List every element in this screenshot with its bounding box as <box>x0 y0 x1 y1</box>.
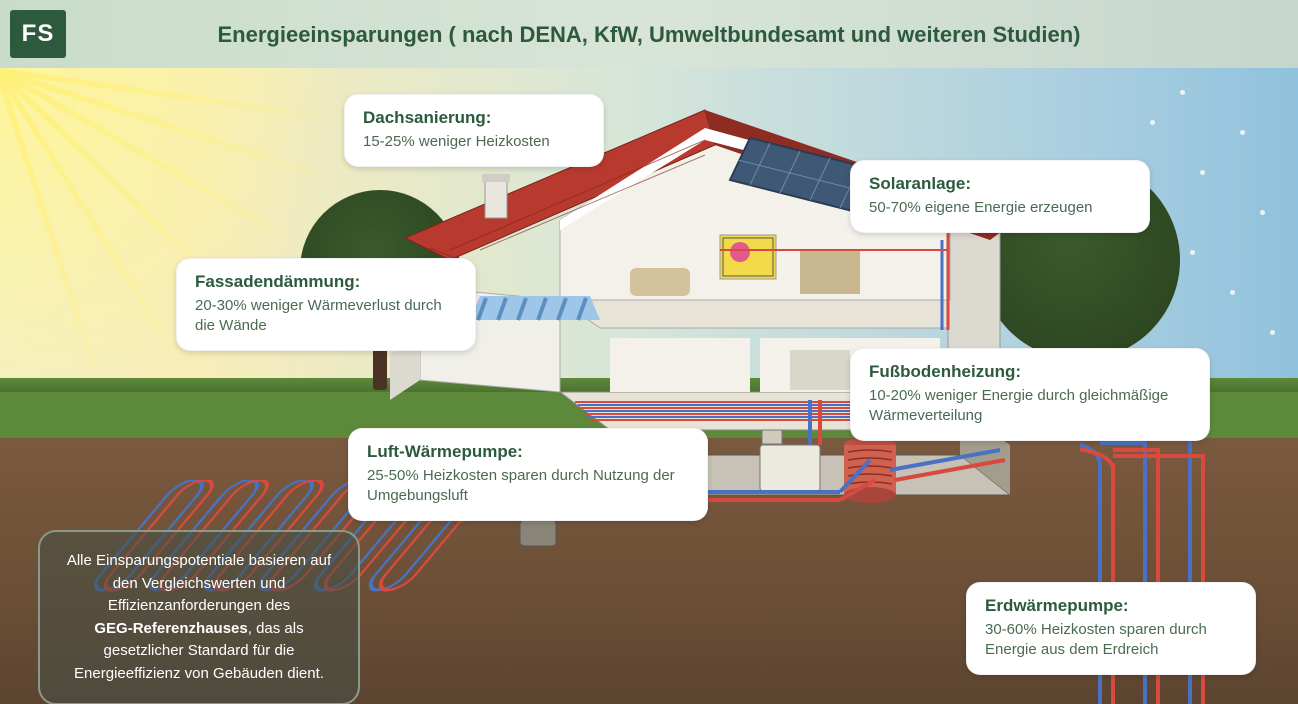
note-bold: GEG-Referenzhauses <box>94 620 247 637</box>
callout-solaranlage: Solaranlage: 50-70% eigene Energie erzeu… <box>850 160 1150 233</box>
callout-title: Fassadendämmung: <box>195 271 457 294</box>
callout-desc: 50-70% eigene Energie erzeugen <box>869 198 1131 218</box>
note-line: gesetzlicher Standard für die <box>104 642 295 659</box>
page-title: Energieeinsparungen ( nach DENA, KfW, Um… <box>0 22 1298 48</box>
reference-note: Alle Einsparungspotentiale basieren auf … <box>38 530 360 704</box>
note-line: den Vergleichswerten und <box>113 575 286 592</box>
callout-desc: 20-30% weniger Wärmeverlust durch die Wä… <box>195 296 457 337</box>
callout-title: Luft-Wärmepumpe: <box>367 441 689 464</box>
snow-dot <box>1200 170 1205 175</box>
callout-dachsanierung: Dachsanierung: 15-25% weniger Heizkosten <box>344 94 604 167</box>
snow-dot <box>1240 130 1245 135</box>
snow-dot <box>1230 290 1235 295</box>
note-line: Effizienzanforderungen des <box>108 597 290 614</box>
snow-dot <box>1180 90 1185 95</box>
callout-fassadendaemmung: Fassadendämmung: 20-30% weniger Wärmever… <box>176 258 476 351</box>
callout-luft-waermepumpe: Luft-Wärmepumpe: 25-50% Heizkosten spare… <box>348 428 708 521</box>
header-bar: FS Energieeinsparungen ( nach DENA, KfW,… <box>0 0 1298 68</box>
callout-desc: 30-60% Heizkosten sparen durch Energie a… <box>985 620 1237 661</box>
snow-dot <box>1270 330 1275 335</box>
callout-title: Dachsanierung: <box>363 107 585 130</box>
callout-desc: 25-50% Heizkosten sparen durch Nutzung d… <box>367 466 689 507</box>
note-line: Energieeffizienz von Gebäuden dient. <box>74 665 324 682</box>
snow-dot <box>1190 250 1195 255</box>
canvas: FS Energieeinsparungen ( nach DENA, KfW,… <box>0 0 1298 704</box>
callout-fussbodenheizung: Fußbodenheizung: 10-20% weniger Energie … <box>850 348 1210 441</box>
snow-dot <box>1150 120 1155 125</box>
snow-dot <box>1260 210 1265 215</box>
note-line: , das als <box>248 620 304 637</box>
callout-desc: 10-20% weniger Energie durch gleichmäßig… <box>869 386 1191 427</box>
callout-erdwaermepumpe: Erdwärmepumpe: 30-60% Heizkosten sparen … <box>966 582 1256 675</box>
callout-title: Erdwärmepumpe: <box>985 595 1237 618</box>
callout-title: Solaranlage: <box>869 173 1131 196</box>
callout-title: Fußbodenheizung: <box>869 361 1191 384</box>
callout-desc: 15-25% weniger Heizkosten <box>363 132 585 152</box>
note-line: Alle Einsparungspotentiale basieren auf <box>67 552 331 569</box>
